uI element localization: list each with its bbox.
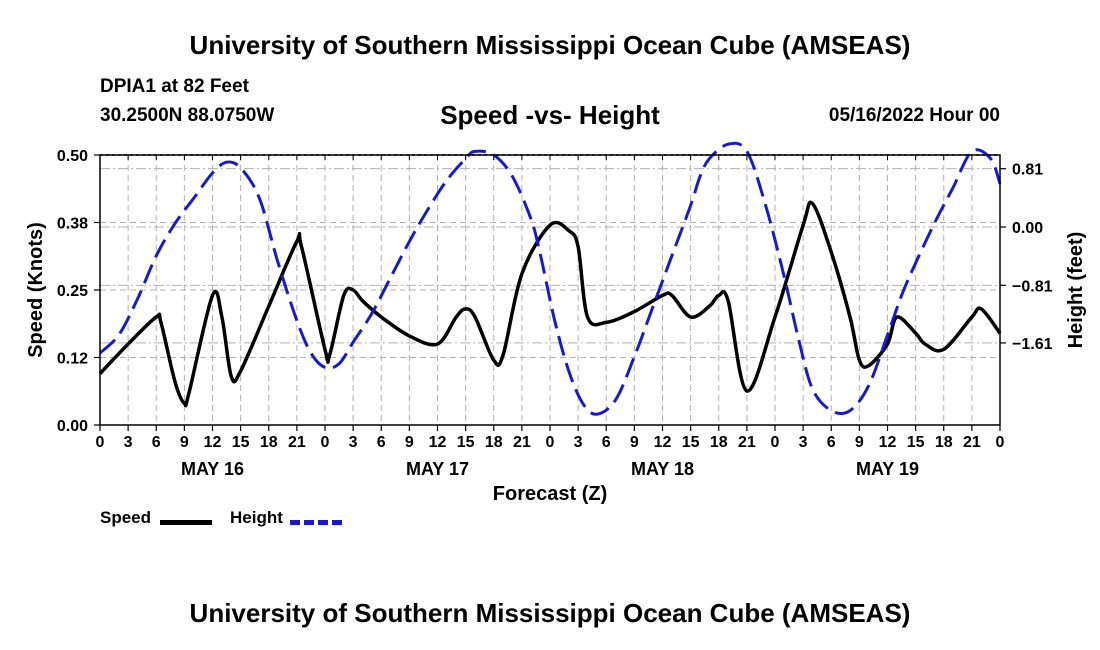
legend-height-swatch	[290, 520, 342, 525]
x-tick-label: 9	[855, 434, 864, 451]
x-tick-label: 12	[204, 434, 222, 451]
x-tick-label: 9	[630, 434, 639, 451]
x-tick-label: 6	[152, 434, 161, 451]
x-tick-label: 18	[260, 434, 278, 451]
chart-subtitle: Speed -vs- Height	[440, 100, 660, 130]
y-right-tick-label: 0.81	[1012, 162, 1043, 179]
x-tick-label: 15	[682, 434, 700, 451]
x-tick-label: 0	[771, 434, 780, 451]
x-day-label: MAY 16	[181, 459, 244, 479]
x-tick-label: 18	[710, 434, 728, 451]
x-tick-label: 18	[485, 434, 503, 451]
x-tick-label: 0	[996, 434, 1005, 451]
y-left-tick-label: 0.12	[57, 351, 88, 368]
x-tick-label: 6	[377, 434, 386, 451]
x-tick-label: 12	[429, 434, 447, 451]
x-tick-label: 21	[738, 434, 756, 451]
x-tick-label: 0	[321, 434, 330, 451]
y-left-tick-label: 0.25	[57, 283, 88, 300]
y-left-tick-label: 0.00	[57, 418, 88, 435]
x-tick-label: 15	[232, 434, 250, 451]
x-tick-label: 3	[799, 434, 808, 451]
x-tick-label: 0	[546, 434, 555, 451]
x-tick-label: 3	[349, 434, 358, 451]
series-height-line	[98, 141, 1002, 416]
y-axis-label-right: Height (feet)	[1065, 232, 1087, 349]
y-right-tick-label: 0.00	[1012, 220, 1043, 237]
x-tick-label: 12	[654, 434, 672, 451]
y-left-tick-label: 0.50	[57, 148, 88, 165]
legend-speed-label: Speed	[100, 508, 152, 527]
x-tick-label: 6	[602, 434, 611, 451]
y-axis-label-left: Speed (Knots)	[25, 222, 47, 358]
x-day-label: MAY 19	[856, 459, 919, 479]
grid	[100, 154, 1000, 425]
axes: 0 3 6 9 12 15 18 21 0 3 6 9 12 15 18 21 0 3 6 9 12 15 18 21 0 3 6 9…	[57, 148, 1053, 479]
x-tick-label: 3	[124, 434, 133, 451]
x-tick-label: 12	[879, 434, 897, 451]
x-tick-label: 21	[288, 434, 306, 451]
x-day-label: MAY 18	[631, 459, 694, 479]
x-tick-label: 15	[907, 434, 925, 451]
x-tick-label: 9	[180, 434, 189, 451]
legend-speed-swatch	[160, 520, 212, 525]
x-tick-label: 21	[513, 434, 531, 451]
x-tick-label: 0	[96, 434, 105, 451]
forecast-run-time: 05/16/2022 Hour 00	[828, 105, 1000, 126]
y-right-tick-label: −1.61	[1012, 336, 1053, 353]
x-tick-label: 21	[963, 434, 981, 451]
station-coordinates: 30.2500N 88.0750W	[100, 105, 275, 126]
station-label: DPIA1 at 82 Feet	[100, 76, 249, 97]
y-right-tick-label: −0.81	[1012, 278, 1053, 295]
x-tick-label: 18	[935, 434, 953, 451]
y-left-tick-label: 0.38	[57, 216, 88, 233]
x-tick-label: 3	[574, 434, 583, 451]
series-speed-line	[98, 200, 1002, 408]
legend-height-label: Height	[230, 508, 283, 527]
series-layer	[98, 141, 1002, 416]
x-day-label: MAY 17	[406, 459, 469, 479]
x-tick-label: 6	[827, 434, 836, 451]
x-axis-label: Forecast (Z)	[493, 483, 607, 505]
page-title: University of Southern Mississippi Ocean…	[189, 30, 911, 60]
x-tick-label: 15	[457, 434, 475, 451]
footer-title: University of Southern Mississippi Ocean…	[189, 598, 911, 628]
x-tick-label: 9	[405, 434, 414, 451]
